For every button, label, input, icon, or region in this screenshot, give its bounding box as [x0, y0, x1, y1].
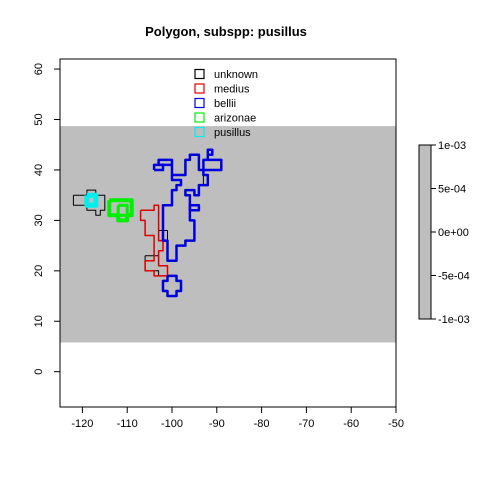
legend-key-pusillus — [194, 126, 205, 138]
colorbar-label: 0e+00 — [438, 227, 469, 239]
x-tick-label: -120 — [71, 418, 93, 430]
legend-key-unknown — [194, 68, 205, 80]
colorbar-label: -1e-03 — [438, 314, 470, 326]
legend-label-arizonae: arizonae — [214, 113, 256, 125]
x-tick-label: -80 — [254, 418, 270, 430]
y-tick-label: 50 — [33, 113, 45, 125]
x-tick-label: -60 — [343, 418, 359, 430]
x-axis: -120 -110 -100 -90 -80 -70 -60 -50 — [71, 406, 404, 430]
y-axis: 0 10 20 30 40 50 60 — [33, 63, 61, 375]
polygon-bellii — [161, 274, 183, 298]
legend-label-unknown: unknown — [214, 69, 258, 81]
x-tick-label: -110 — [117, 418, 138, 430]
x-tick-label: -50 — [388, 418, 404, 430]
colorbar-label: 1e-03 — [438, 140, 466, 152]
legend-label-bellii: bellii — [214, 98, 236, 110]
polygons-layer — [72, 148, 223, 298]
chart-title: Polygon, subspp: pusillus — [145, 24, 307, 39]
polygon-arizonae — [116, 203, 129, 217]
colorbar-label: -5e-04 — [438, 271, 470, 283]
y-tick-label: 0 — [33, 369, 45, 375]
x-tick-label: -70 — [298, 418, 314, 430]
x-tick-label: -90 — [209, 418, 225, 430]
legend-key-medius — [194, 83, 205, 94]
y-tick-label: 30 — [33, 214, 45, 226]
polygon-bellii — [152, 163, 165, 172]
legend-key-bellii — [194, 97, 205, 109]
y-tick-label: 60 — [33, 63, 45, 75]
raster-band — [60, 126, 396, 343]
legend: unknown medius bellii arizonae pusillus — [194, 68, 258, 139]
polygon-pusillus — [84, 192, 99, 208]
y-tick-label: 40 — [33, 164, 45, 176]
legend-label-medius: medius — [214, 84, 250, 96]
raster-layer — [60, 126, 396, 343]
legend-key-arizonae — [194, 112, 205, 123]
colorbar: 1e-03 5e-04 0e+00 -5e-04 -1e-03 — [418, 140, 470, 326]
polygon-bellii — [157, 148, 223, 262]
x-tick-label: -100 — [161, 418, 183, 430]
y-tick-label: 10 — [33, 315, 45, 327]
colorbar-label: 5e-04 — [438, 184, 466, 196]
legend-label-pusillus: pusillus — [214, 127, 251, 139]
colorbar-fill — [418, 144, 432, 320]
polygon-arizonae — [107, 198, 134, 223]
y-tick-label: 20 — [33, 265, 45, 277]
polygon-bellii — [188, 204, 201, 212]
